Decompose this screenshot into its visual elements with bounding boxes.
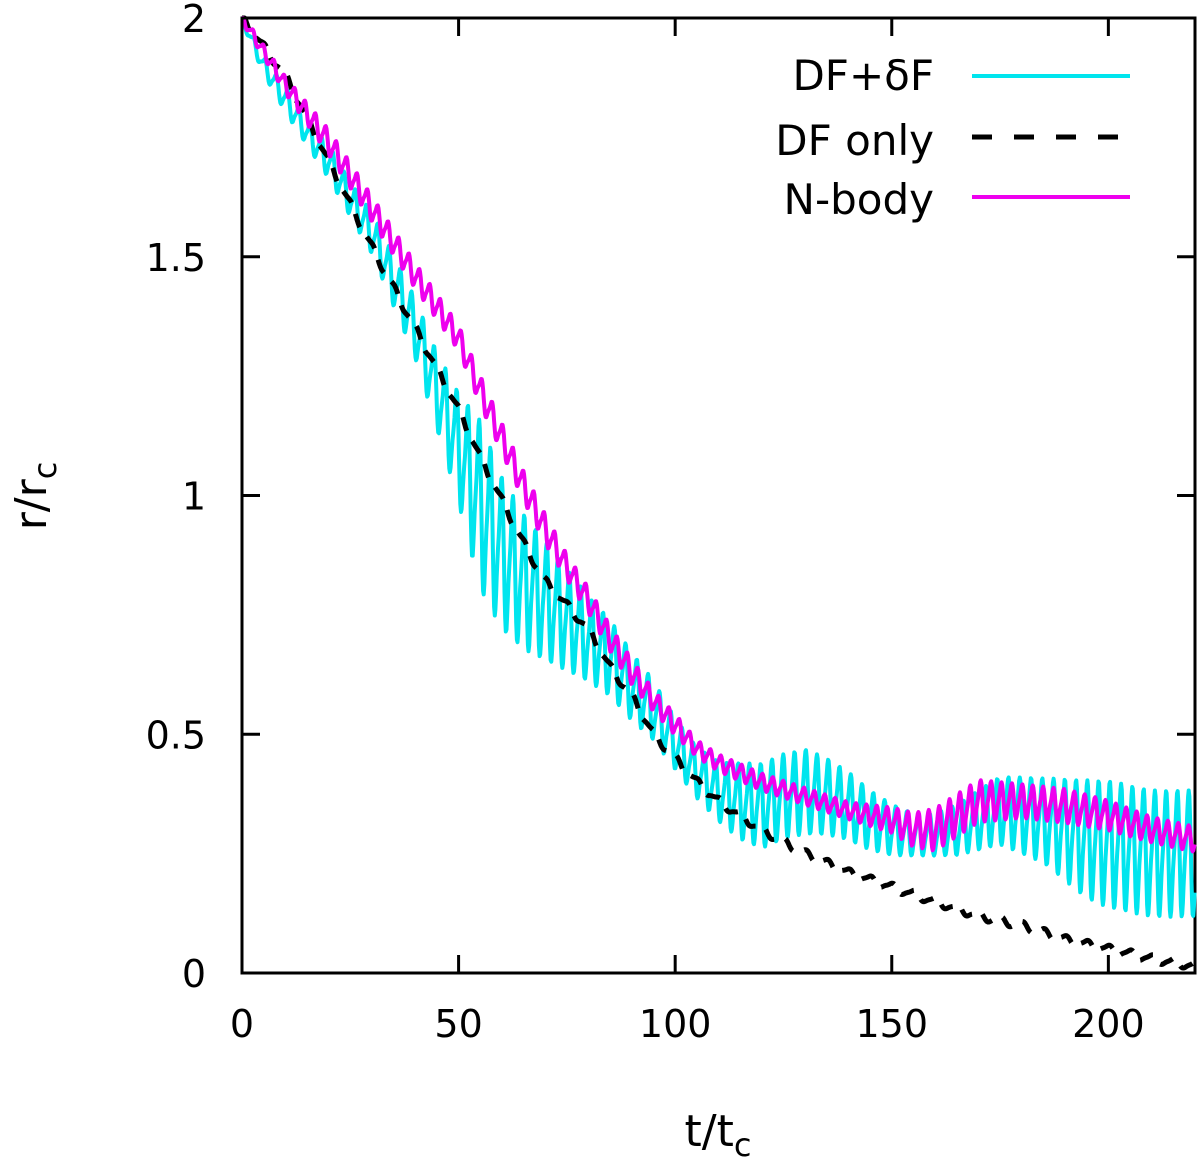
y-tick-label-0: 0 [182, 952, 206, 996]
y-tick-label-3: 1.5 [146, 236, 206, 280]
legend: DF+δF DF only N-body [775, 51, 1130, 224]
x-tick-label-1: 50 [434, 1002, 482, 1046]
series-layer [240, 15, 1197, 971]
x-tick-label-2: 100 [639, 1002, 712, 1046]
series-line-df-only [240, 15, 1197, 971]
legend-label-1: DF only [775, 116, 934, 165]
plot-frame [240, 16, 1197, 975]
x-axis-label: t/tc [685, 1106, 752, 1159]
series-line-df-f [240, 16, 1197, 919]
x-tick-label-3: 150 [856, 1002, 929, 1046]
y-tick-label-1: 0.5 [146, 713, 206, 757]
x-tick-label-4: 200 [1072, 1002, 1145, 1046]
y-tick-label-4: 2 [182, 0, 206, 41]
legend-label-0: DF+δF [792, 51, 934, 100]
y-tick-label-2: 1 [182, 475, 206, 519]
series-line-n-body [240, 16, 1197, 854]
ticks-layer: 0 50 100 150 200 0 0.5 1 1.5 2 [146, 0, 1195, 1046]
legend-label-2: N-body [784, 175, 934, 224]
x-tick-label-0: 0 [230, 1002, 254, 1046]
y-axis-label: r/rc [6, 462, 64, 531]
